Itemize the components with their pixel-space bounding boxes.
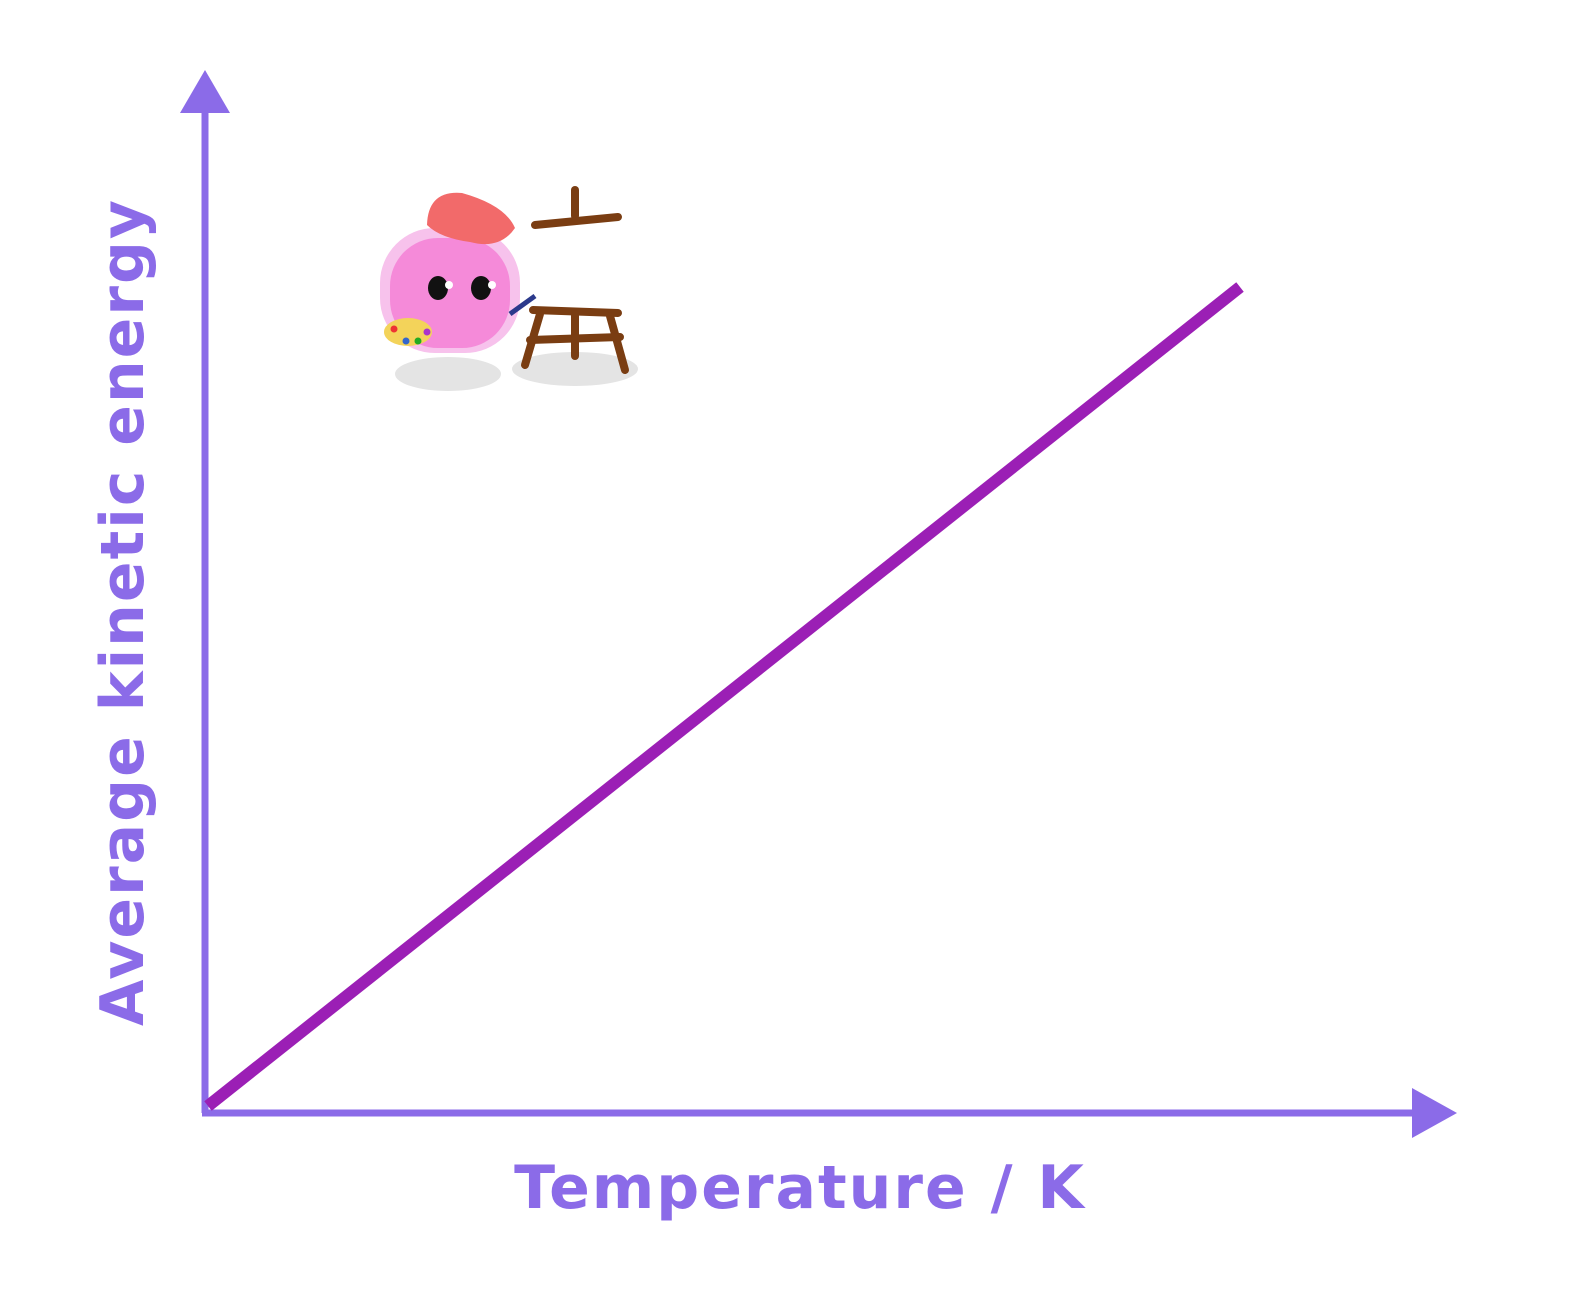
x-axis-label: Temperature / K <box>514 1153 1086 1223</box>
x-axis-arrow <box>1412 1088 1457 1138</box>
trend-line <box>204 282 1244 1111</box>
y-axis-label: Average kinetic energy <box>88 198 158 1026</box>
illustration <box>380 186 638 391</box>
y-axis-arrow <box>180 70 230 113</box>
